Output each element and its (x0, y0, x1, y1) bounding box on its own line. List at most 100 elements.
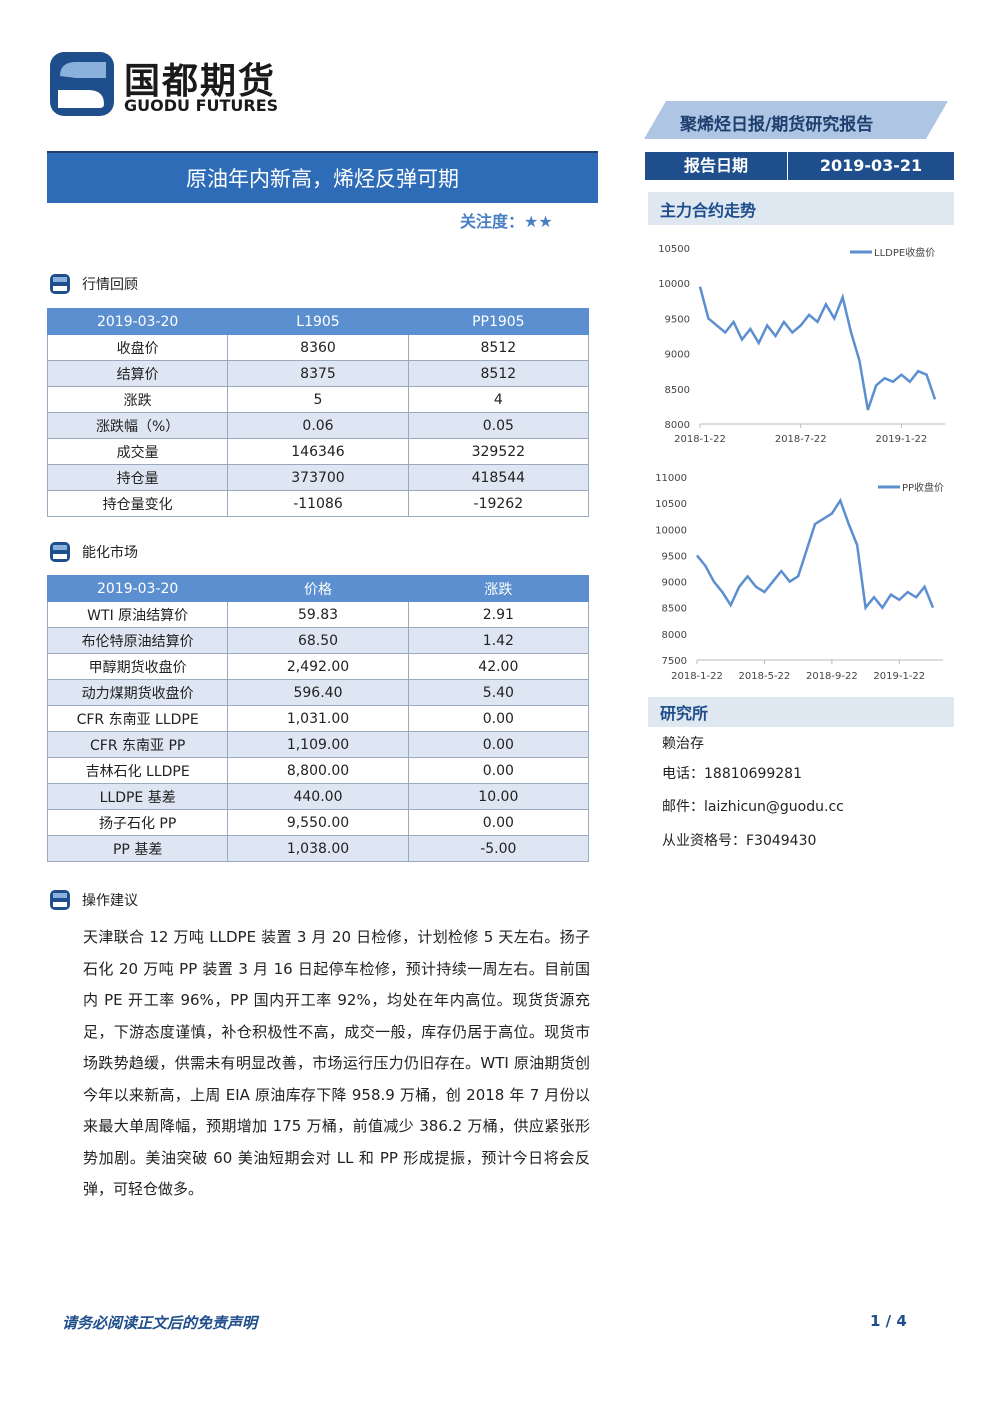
section-heading: 操作建议 (50, 890, 138, 910)
table-cell: 373700 (227, 464, 409, 491)
title-rule (47, 151, 598, 153)
table-cell: 9,550.00 (227, 809, 409, 836)
table-cell: 418544 (407, 464, 590, 491)
y-tick-label: 10000 (655, 525, 687, 536)
table-cell: PP 基差 (46, 835, 229, 862)
table-row: 涨跌 5 4 (46, 386, 590, 413)
table-cell: 甲醇期货收盘价 (46, 653, 229, 680)
table-cell: 涨跌 (407, 575, 590, 602)
table-cell: 扬子石化 PP (46, 809, 229, 836)
table-row: PP 基差 1,038.00 -5.00 (46, 835, 590, 862)
advice-text: 天津联合 12 万吨 LLDPE 装置 3 月 20 日检修，计划检修 5 天左… (83, 928, 590, 1198)
table-cell: 440.00 (227, 783, 409, 810)
table-cell: 68.50 (227, 627, 409, 654)
table-cell: L1905 (227, 308, 409, 335)
section-icon (50, 890, 70, 910)
table-cell: 8,800.00 (227, 757, 409, 784)
table-row: 持仓量 373700 418544 (46, 464, 590, 491)
analyst: 赖治存 (662, 736, 704, 752)
y-tick-label: 8500 (665, 385, 690, 396)
y-tick-label: 9000 (662, 578, 687, 589)
table-cell: 1,031.00 (227, 705, 409, 732)
y-tick-label: 8000 (665, 420, 690, 431)
x-tick-label: 2019-1-22 (873, 671, 925, 682)
table-cell: PP1905 (407, 308, 590, 335)
table-row: LLDPE 基差 440.00 10.00 (46, 783, 590, 810)
report-title: 原油年内新高，烯烃反弹可期 (47, 153, 598, 203)
table-row: 甲醇期货收盘价 2,492.00 42.00 (46, 653, 590, 680)
table-cell: 42.00 (407, 653, 590, 680)
table-cell: LLDPE 基差 (46, 783, 229, 810)
table-cell: 收盘价 (46, 334, 229, 361)
logo-cn: 国都期货 (124, 61, 277, 102)
table-cell: 1,109.00 (227, 731, 409, 758)
x-tick-label: 2018-1-22 (674, 434, 726, 445)
table-cell: -5.00 (407, 835, 590, 862)
table-row: 扬子石化 PP 9,550.00 0.00 (46, 809, 590, 836)
table-cell: 涨跌幅（%） (46, 412, 229, 439)
report-type: 聚烯烃日报/期货研究报告 (680, 115, 874, 135)
date-bar: 报告日期 2019-03-21 (645, 152, 954, 180)
table-cell: 8375 (227, 360, 409, 387)
table-cell: 5 (227, 386, 409, 413)
table-cell: -19262 (407, 490, 590, 517)
x-tick-label: 2018-1-22 (671, 671, 723, 682)
table-row: 成交量 146346 329522 (46, 438, 590, 465)
y-tick-label: 9500 (662, 551, 687, 562)
table-row: WTI 原油结算价 59.83 2.91 (46, 601, 590, 628)
chart: 8000 8500 9000 9500 10000 10500 2018-1-22 2018-… (658, 244, 945, 445)
section-icon (50, 274, 70, 294)
section-icon (50, 542, 70, 562)
table-row: 收盘价 8360 8512 (46, 334, 590, 361)
table-cell: WTI 原油结算价 (46, 601, 229, 628)
report-type-banner (644, 101, 948, 139)
table-row: 2019-03-20 L1905 PP1905 (46, 308, 590, 335)
date-label: 报告日期 (645, 152, 788, 180)
license: 从业资格号：F3049430 (662, 833, 817, 849)
table-cell: 10.00 (407, 783, 590, 810)
y-tick-label: 10500 (658, 244, 690, 255)
chart: 7500 8000 8500 9000 9500 10000 10500 11000 2018-… (655, 473, 944, 682)
table-cell: 146346 (227, 438, 409, 465)
section-title: 操作建议 (82, 893, 138, 909)
table-cell: 2019-03-20 (46, 308, 229, 335)
energy-table: 2019-03-20 价格 涨跌 WTI 原油结算价 59.83 2.91 布伦特原油结算价… (46, 575, 590, 862)
table-row: 结算价 8375 8512 (46, 360, 590, 387)
table-cell: 动力煤期货收盘价 (46, 679, 229, 706)
table-cell: -11086 (227, 490, 409, 517)
table-cell: 0.00 (407, 809, 590, 836)
table-row: 2019-03-20 价格 涨跌 (46, 575, 590, 602)
legend-label: LLDPE收盘价 (874, 246, 935, 259)
disclaimer: 请务必阅读正文后的免责声明 (62, 1314, 258, 1332)
table-cell: 持仓量变化 (46, 490, 229, 517)
attention-stars: ★★ (524, 212, 553, 231)
x-tick-label: 2018-7-22 (775, 434, 827, 445)
phone: 电话：18810699281 (662, 766, 802, 782)
table-cell: 596.40 (227, 679, 409, 706)
market-table: 2019-03-20 L1905 PP1905 收盘价 8360 8512 结算价 8375 8… (46, 308, 590, 517)
table-cell: 价格 (227, 575, 409, 602)
table-cell: 2.91 (407, 601, 590, 628)
table-row: 持仓量变化 -11086 -19262 (46, 490, 590, 517)
table-cell: 1,038.00 (227, 835, 409, 862)
section-title: 能化市场 (82, 545, 138, 561)
line-series (698, 286, 937, 411)
section-heading: 行情回顾 (50, 274, 138, 294)
table-cell: 59.83 (227, 601, 409, 628)
table-cell: 0.00 (407, 757, 590, 784)
table-cell: 0.06 (227, 412, 409, 439)
table-cell: 8512 (407, 334, 590, 361)
date-value: 2019-03-21 (819, 156, 923, 175)
y-tick-label: 11000 (655, 473, 687, 484)
table-cell: 8512 (407, 360, 590, 387)
table-cell: 持仓量 (46, 464, 229, 491)
table-cell: 0.00 (407, 705, 590, 732)
table-cell: 329522 (407, 438, 590, 465)
logo-en: GUODU FUTURES (124, 96, 279, 115)
section-heading: 能化市场 (50, 542, 138, 562)
y-tick-label: 8000 (662, 630, 687, 641)
attention-label: 关注度： (460, 212, 525, 231)
table-cell: 结算价 (46, 360, 229, 387)
table-cell: 4 (407, 386, 590, 413)
